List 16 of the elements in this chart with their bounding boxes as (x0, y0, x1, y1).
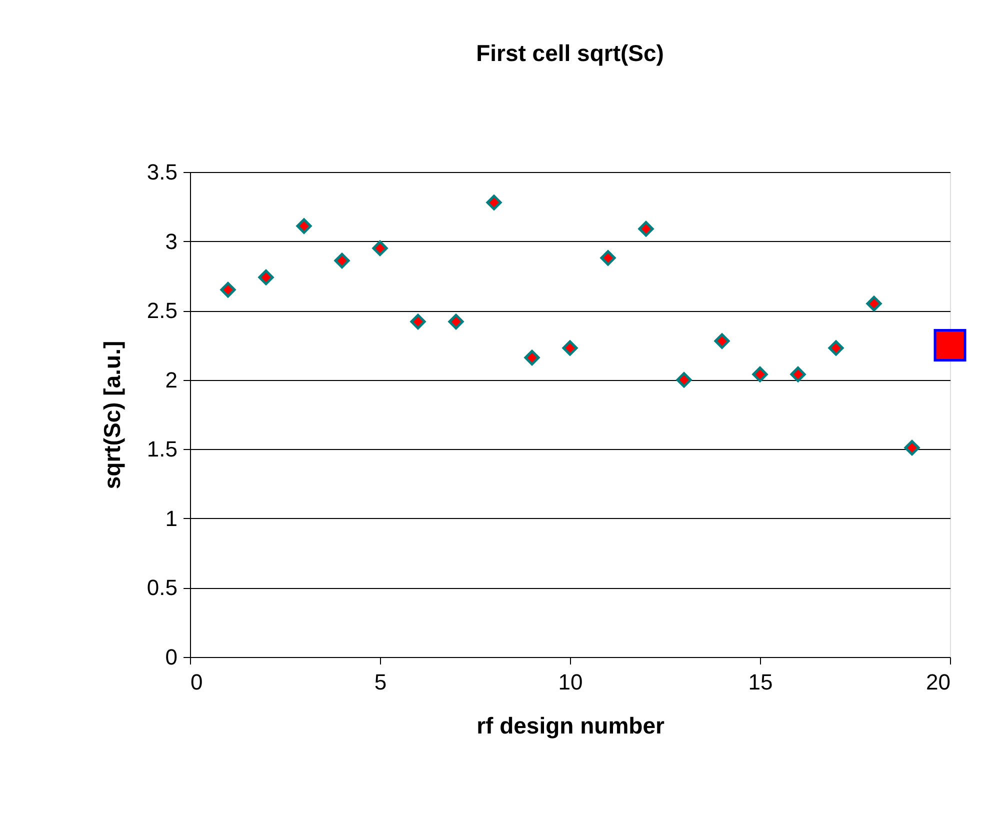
y-tick-label: 2.5 (146, 298, 178, 324)
y-tick-label: 3.5 (146, 160, 178, 184)
x-tick-label: 10 (558, 670, 583, 694)
y-tick-label: 0 (165, 644, 178, 670)
y-tick-label: 2 (165, 367, 178, 392)
y-tick-label: 0.5 (146, 575, 178, 600)
x-tick-label: 5 (374, 670, 387, 694)
y-tick-label: 1.5 (146, 436, 178, 462)
x-tick-label: 0 (190, 670, 203, 694)
chart-title: First cell sqrt(Sc) (476, 40, 664, 66)
y-tick-label: 1 (165, 506, 178, 531)
y-axis-title: sqrt(Sc) [a.u.] (98, 340, 125, 490)
x-axis-title: rf design number (476, 712, 664, 738)
x-tick-label: 20 (926, 670, 950, 694)
x-tick-label: 15 (748, 670, 773, 694)
y-tick-label: 3 (165, 228, 178, 254)
